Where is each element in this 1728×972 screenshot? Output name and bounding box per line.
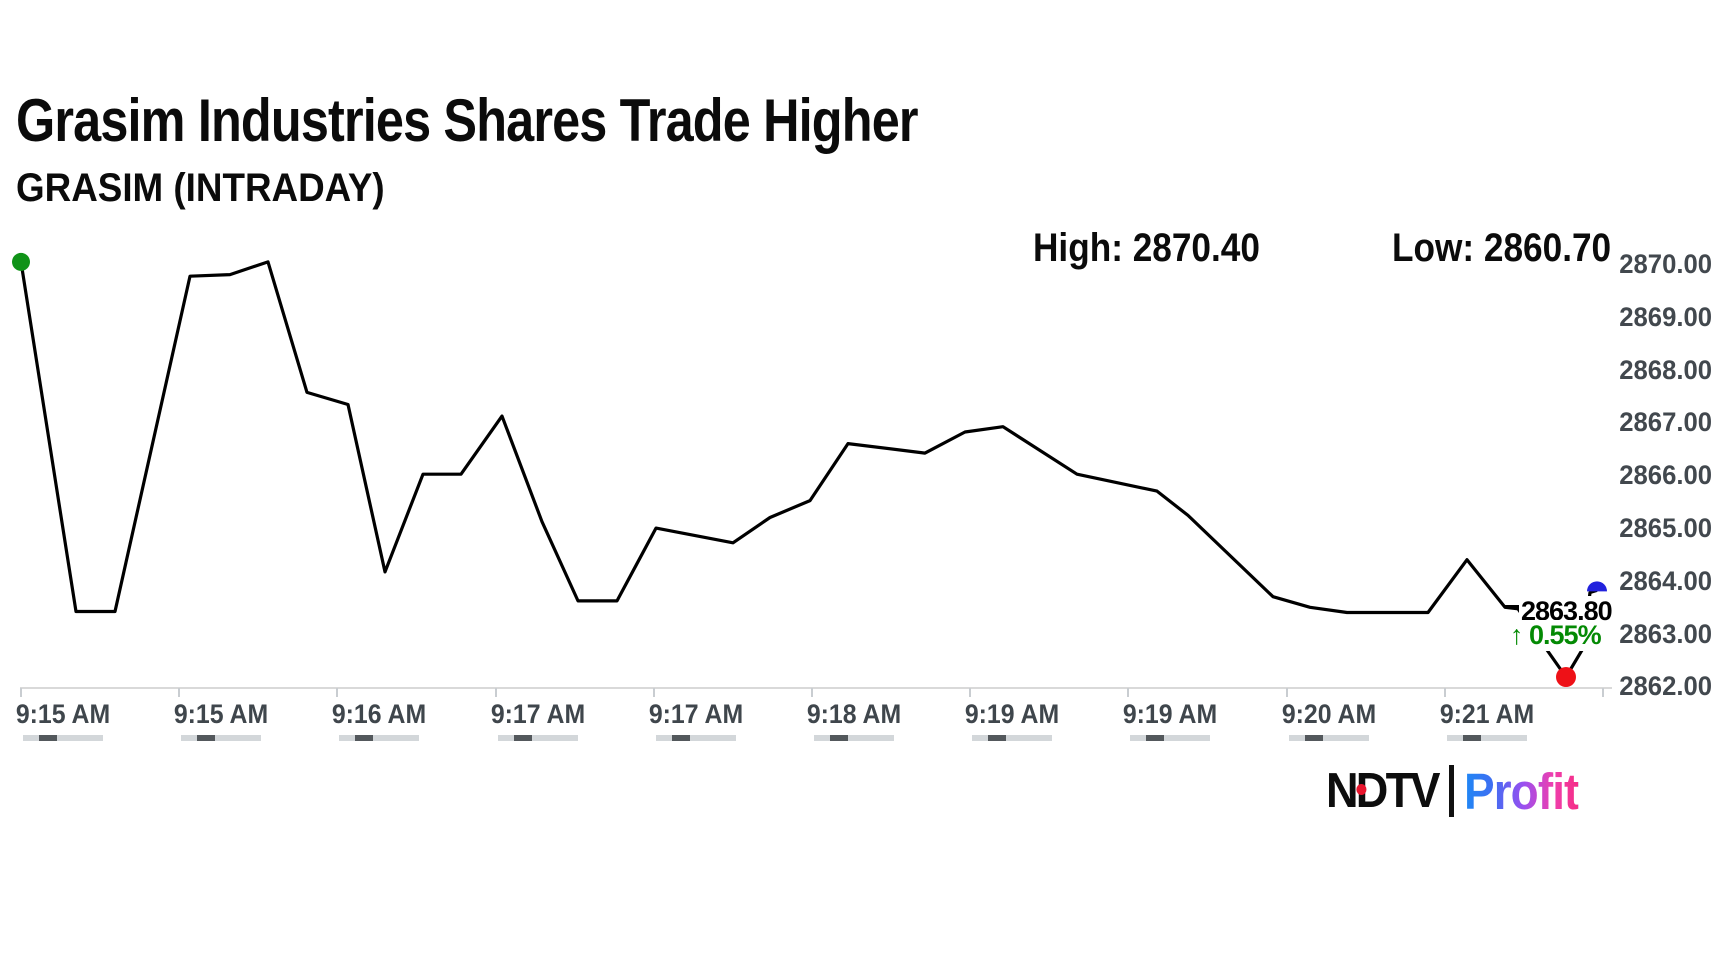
price-line: [19, 260, 1598, 679]
clipped-label-smudge-dark: [1463, 735, 1481, 741]
x-axis-label: 9:16 AM: [331, 699, 427, 729]
low-marker-dot: [1556, 667, 1576, 687]
x-axis-tick: [336, 688, 338, 697]
x-axis-label: 9:20 AM: [1281, 699, 1377, 729]
clipped-label-smudge-dark: [988, 735, 1006, 741]
clipped-label-smudge: [23, 735, 103, 741]
change-percent-label: ↑ 0.55%: [1508, 620, 1603, 651]
x-axis-tick: [811, 688, 813, 697]
y-axis-label: 2868.00: [1619, 354, 1712, 385]
open-marker-dot: [12, 252, 30, 271]
x-axis-label: 9:17 AM: [490, 699, 586, 729]
x-axis-tick: [1602, 688, 1604, 697]
current-price-marker: [1587, 581, 1607, 592]
y-axis-label: 2866.00: [1619, 460, 1712, 491]
x-axis-tick: [178, 688, 180, 697]
x-axis-label: 9:15 AM: [15, 699, 111, 729]
low-value-label: Low: 2860.70: [1392, 226, 1612, 270]
y-axis-label: 2862.00: [1619, 671, 1712, 702]
clipped-label-smudge: [339, 735, 419, 741]
clipped-label-smudge: [814, 735, 894, 741]
x-axis-tick: [1286, 688, 1288, 697]
clipped-label-smudge: [656, 735, 736, 741]
clipped-label-smudge-dark: [514, 735, 532, 741]
x-axis-tick: [20, 688, 22, 697]
clipped-label-smudge: [498, 735, 578, 741]
clipped-label-smudge-dark: [830, 735, 848, 741]
clipped-label-smudge-dark: [1146, 735, 1164, 741]
ndtv-logo-text: NDTV: [1326, 764, 1440, 818]
clipped-label-smudge: [1447, 735, 1527, 741]
x-axis-line: [20, 687, 1612, 689]
clipped-label-smudge-dark: [672, 735, 690, 741]
ndtv-profit-logo: NDTV Profit: [1326, 762, 1592, 820]
x-axis-label: 9:18 AM: [806, 699, 902, 729]
y-axis-label: 2864.00: [1619, 565, 1712, 596]
y-axis-label: 2865.00: [1619, 513, 1712, 543]
clipped-label-smudge: [181, 735, 261, 741]
x-axis-tick: [1127, 688, 1129, 697]
clipped-label-smudge-dark: [1305, 735, 1323, 741]
high-value-label: High: 2870.40: [1033, 226, 1260, 270]
x-axis-label: 9:17 AM: [648, 699, 744, 729]
clipped-label-smudge: [1130, 735, 1210, 741]
y-axis-label: 2863.00: [1619, 618, 1712, 649]
x-axis-label: 9:19 AM: [1122, 699, 1218, 729]
clipped-label-smudge: [972, 735, 1052, 741]
clipped-label-smudge-dark: [355, 735, 373, 741]
up-arrow-icon: ↑: [1510, 620, 1523, 650]
profit-logo-text: Profit: [1464, 762, 1579, 820]
clipped-label-smudge-dark: [39, 735, 57, 741]
logo-separator-bar: [1449, 765, 1455, 817]
y-axis-label: 2867.00: [1619, 407, 1712, 438]
y-axis-label: 2869.00: [1619, 301, 1712, 332]
ndtv-red-dot-icon: [1356, 784, 1367, 795]
x-axis-label: 9:15 AM: [173, 699, 269, 729]
x-axis-tick: [969, 688, 971, 697]
x-axis-tick: [653, 688, 655, 697]
x-axis-label: 9:19 AM: [964, 699, 1060, 729]
clipped-label-smudge: [1289, 735, 1369, 741]
clipped-label-smudge-dark: [197, 735, 215, 741]
price-callout-dash: [1504, 605, 1519, 608]
x-axis-label: 9:21 AM: [1439, 699, 1535, 729]
x-axis-tick: [495, 688, 497, 697]
page-title: Grasim Industries Shares Trade Higher: [16, 87, 919, 154]
ticker-subtitle: GRASIM (INTRADAY): [16, 166, 385, 210]
x-axis-tick: [1444, 688, 1446, 697]
y-axis-label: 2870.00: [1619, 249, 1712, 279]
